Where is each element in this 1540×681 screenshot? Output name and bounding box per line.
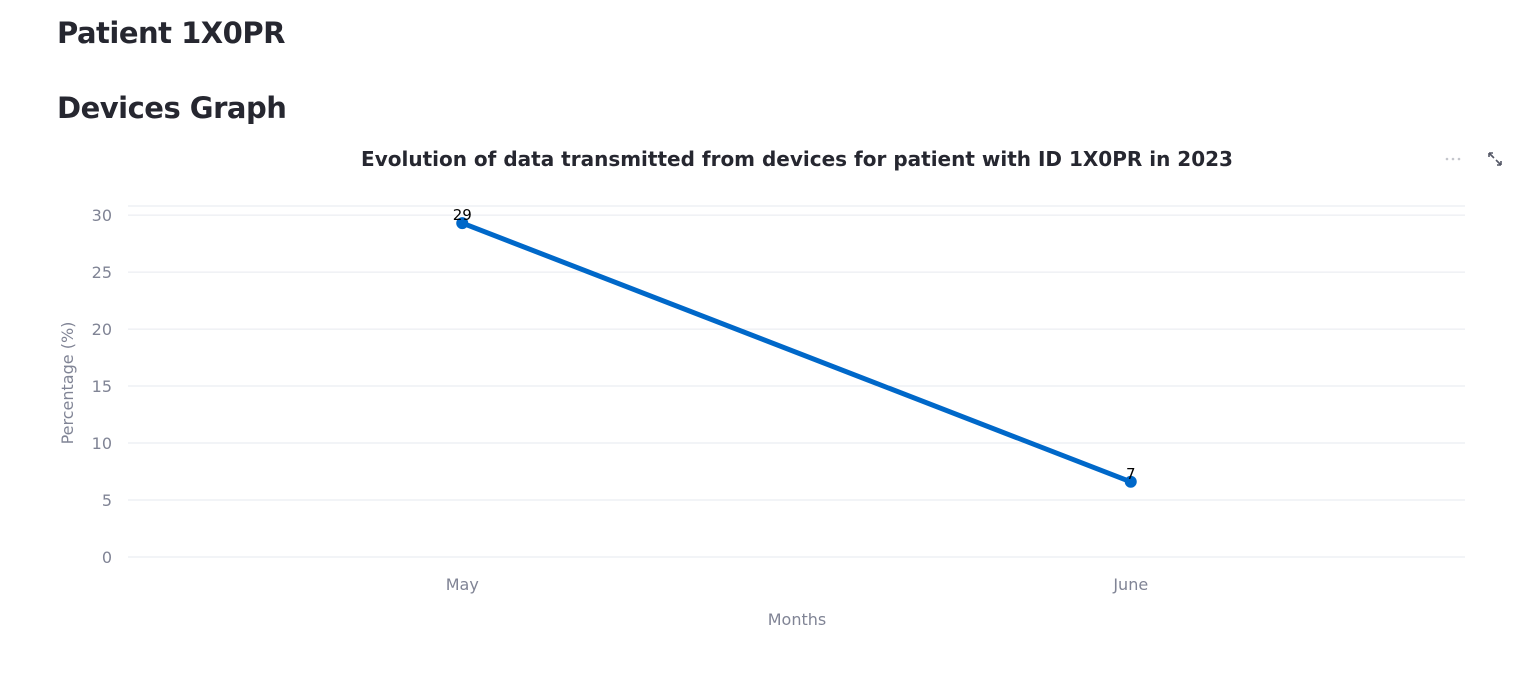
data-label: 7	[1126, 465, 1136, 483]
devices-graph-heading: Devices Graph	[57, 91, 287, 125]
y-tick-label: 30	[92, 206, 112, 225]
y-tick-label: 25	[92, 263, 112, 282]
y-tick-label: 15	[92, 377, 112, 396]
y-axis-label: Percentage (%)	[58, 322, 77, 445]
chart-toolbar	[1444, 150, 1504, 168]
y-tick-label: 10	[92, 434, 112, 453]
y-tick-label: 5	[102, 491, 112, 510]
x-tick-label: May	[446, 575, 479, 594]
y-tick-label: 0	[102, 548, 112, 567]
fullscreen-icon[interactable]	[1486, 150, 1504, 168]
more-options-icon[interactable]	[1444, 150, 1462, 168]
data-point	[1124, 475, 1137, 488]
patient-title: Patient 1X0PR	[57, 16, 285, 50]
x-axis-label: Months	[768, 610, 826, 629]
series-line	[459, 220, 1134, 485]
y-tick-label: 20	[92, 320, 112, 339]
data-point	[456, 217, 469, 230]
x-tick-label: June	[1112, 575, 1148, 594]
data-label: 29	[453, 206, 472, 224]
chart-container: Evolution of data transmitted from devic…	[0, 140, 1540, 660]
line-chart[interactable]: Evolution of data transmitted from devic…	[0, 140, 1540, 660]
chart-title: Evolution of data transmitted from devic…	[361, 147, 1233, 171]
